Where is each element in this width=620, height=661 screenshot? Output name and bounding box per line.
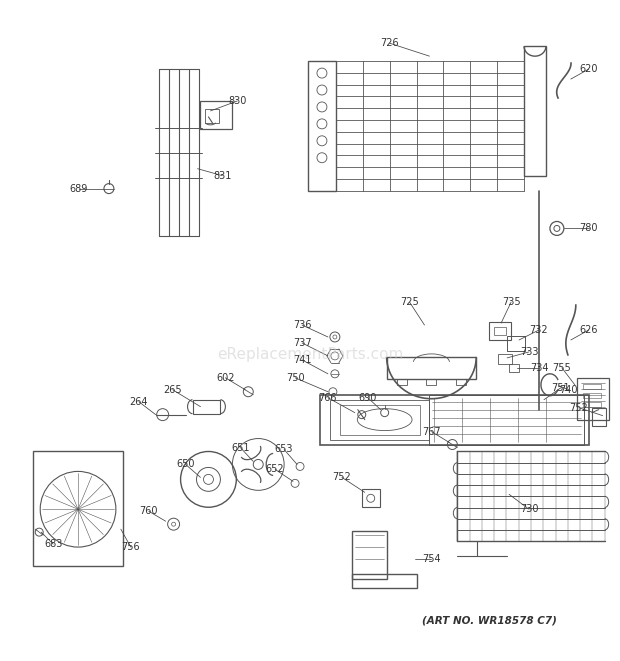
Text: 750: 750 [286,373,304,383]
Text: 752: 752 [332,473,352,483]
Bar [577,378,609,420]
Text: 755: 755 [552,363,571,373]
Bar [494,327,506,335]
Text: 626: 626 [580,325,598,335]
Bar [498,354,512,364]
Text: 683: 683 [44,539,63,549]
Text: 830: 830 [228,96,247,106]
Bar [361,489,379,507]
Text: 652: 652 [266,465,285,475]
Text: 730: 730 [520,504,538,514]
Bar [200,101,232,129]
Text: 766: 766 [319,393,337,403]
Text: 737: 737 [293,338,311,348]
Bar [352,531,387,579]
Bar [583,402,601,407]
Text: 265: 265 [163,385,182,395]
Text: 760: 760 [140,506,158,516]
Bar [387,357,476,379]
Text: 602: 602 [216,373,234,383]
Text: 736: 736 [293,320,311,330]
Bar [308,61,336,190]
Text: 725: 725 [400,297,419,307]
Text: 620: 620 [580,64,598,74]
Bar [507,336,525,351]
Bar [352,574,417,588]
Text: 689: 689 [70,184,88,194]
Text: 754: 754 [422,554,441,564]
Text: 752: 752 [569,403,588,412]
Text: eReplacementParts.com: eReplacementParts.com [217,348,403,362]
Bar [456,379,466,385]
Bar [205,109,219,123]
Text: 741: 741 [293,355,311,365]
Bar [430,395,584,444]
Text: 690: 690 [358,393,377,403]
Text: 780: 780 [580,223,598,233]
Text: 651: 651 [231,442,250,453]
Text: 726: 726 [380,38,399,48]
Bar [509,364,519,372]
Text: 732: 732 [529,325,548,335]
Text: 734: 734 [529,363,548,373]
Bar [591,408,606,426]
Bar [193,400,220,414]
Text: 756: 756 [122,542,140,552]
Text: 264: 264 [130,397,148,407]
Text: 751: 751 [552,383,570,393]
Bar [397,379,407,385]
Bar [524,46,546,176]
Text: 653: 653 [275,444,293,455]
Text: (ART NO. WR18578 C7): (ART NO. WR18578 C7) [422,616,557,626]
Bar [427,379,436,385]
Text: 740: 740 [560,385,578,395]
Text: 650: 650 [176,459,195,469]
Bar [340,405,420,434]
Bar [489,322,511,340]
Bar [33,451,123,566]
Bar [330,400,430,440]
Bar [583,384,601,389]
Text: 733: 733 [520,347,538,357]
Text: 735: 735 [502,297,520,307]
Bar [583,393,601,398]
Text: 767: 767 [422,426,441,436]
Text: 831: 831 [213,171,232,180]
